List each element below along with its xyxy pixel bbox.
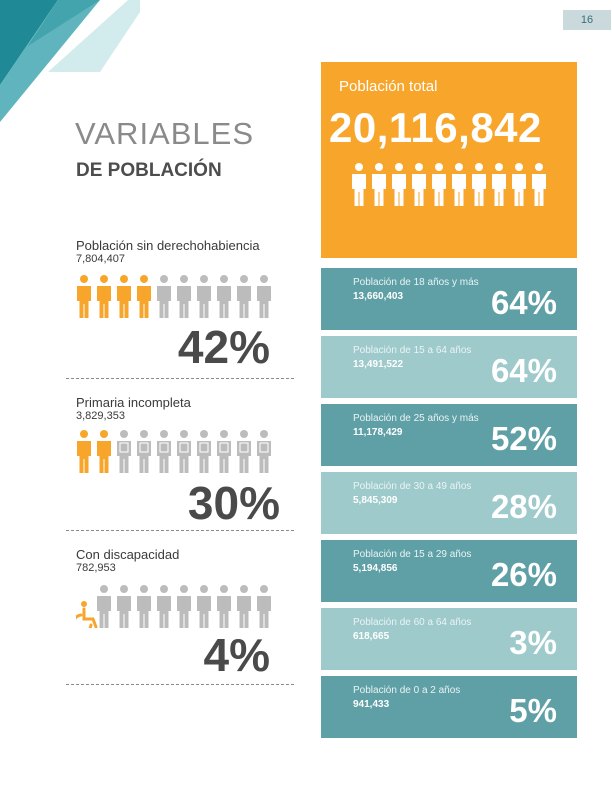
age-band-card: Población de 18 años y más 13,660,403 64… [321,268,577,330]
person-icon [352,163,366,206]
metric-value-con-discapacidad: 782,953 [76,562,116,574]
age-band-value: 13,660,403 [353,291,404,302]
age-band-label: Población de 15 a 64 años [353,345,472,356]
section-divider [66,378,294,379]
metric-percent-sin-derechohabiencia: 42% [177,321,270,373]
age-band-value: 5,194,856 [353,563,398,574]
person-icon [217,585,231,628]
person-icon [432,163,446,206]
metric-label-sin-derechohabiencia: Población sin derechohabiencia [76,238,260,253]
person-icon [197,585,211,628]
person-icon [137,585,151,628]
age-band-value: 13,491,522 [353,359,404,370]
page-subtitle: DE POBLACIÓN [76,160,222,181]
student-icon [197,430,211,473]
student-icon [217,430,231,473]
corner-decoration [0,0,140,122]
total-population-label: Población total [339,78,438,95]
total-population-card: Población total 20,116,842 [321,62,577,258]
metric-label-primaria-incompleta: Primaria incompleta [76,395,191,410]
student-icon [117,430,131,473]
person-icon [257,585,271,628]
person-icon [197,275,211,318]
age-band-percent: 26% [490,556,557,593]
metric-percent-primaria-incompleta: 30% [187,477,280,529]
age-band-percent: 3% [509,624,557,661]
person-icon [237,585,251,628]
person-icon [372,163,386,206]
person-icon [137,275,151,318]
metric-value-sin-derechohabiencia: 7,804,407 [76,253,125,265]
student-icon [77,430,91,473]
person-icon [117,585,131,628]
age-band-percent: 64% [490,284,557,321]
age-band-label: Población de 60 a 64 años [353,617,472,628]
student-icon [157,430,171,473]
student-icon [97,430,111,473]
age-band-label: Población de 0 a 2 años [353,685,461,696]
person-icon [97,585,111,628]
age-band-value: 11,178,429 [353,427,403,438]
person-icon [392,163,406,206]
person-icon [492,163,506,206]
student-icon-row [77,430,271,473]
person-icon [217,275,231,318]
age-band-card: Población de 60 a 64 años 618,665 3% [321,608,577,670]
student-icon [177,430,191,473]
age-band-card: Población de 15 a 64 años 13,491,522 64% [321,336,577,398]
page-title: VARIABLES [75,116,255,151]
section-divider [66,684,294,685]
total-population-value: 20,116,842 [329,104,542,151]
person-icon [97,275,111,318]
metric-label-con-discapacidad: Con discapacidad [76,547,180,562]
section-divider [66,530,294,531]
age-band-percent: 64% [490,352,557,389]
age-band-label: Población de 15 a 29 años [353,549,472,560]
person-icon [257,275,271,318]
metric-percent-con-discapacidad: 4% [203,629,270,681]
student-icon [237,430,251,473]
person-icon [412,163,426,206]
person-icon [157,585,171,628]
person-icon [472,163,486,206]
age-band-card: Población de 25 años y más 11,178,429 52… [321,404,577,466]
age-band-card: Población de 0 a 2 años 941,433 5% [321,676,577,738]
wheelchair-icon [76,601,98,628]
person-icon-row [77,275,271,318]
age-band-label: Población de 25 años y más [353,413,479,424]
person-icon [452,163,466,206]
person-icon [512,163,526,206]
total-people-icons [352,163,546,206]
page-number: 16 [563,10,611,30]
age-band-value: 5,845,309 [353,495,398,506]
age-band-card: Población de 15 a 29 años 5,194,856 26% [321,540,577,602]
metric-value-primaria-incompleta: 3,829,353 [76,410,125,422]
age-band-value: 618,665 [353,631,390,642]
person-icon [177,585,191,628]
person-icon [237,275,251,318]
student-icon [137,430,151,473]
age-band-value: 941,433 [353,699,390,710]
age-band-percent: 52% [490,420,557,457]
student-icon [257,430,271,473]
age-band-label: Población de 18 años y más [353,277,479,288]
age-band-percent: 5% [509,692,557,729]
age-band-label: Población de 30 a 49 años [353,481,472,492]
person-icon [532,163,546,206]
age-band-card: Población de 30 a 49 años 5,845,309 28% [321,472,577,534]
wheelchair-icon-row [76,585,271,628]
age-band-percent: 28% [490,488,557,525]
person-icon [157,275,171,318]
person-icon [117,275,131,318]
person-icon [177,275,191,318]
person-icon [77,275,91,318]
